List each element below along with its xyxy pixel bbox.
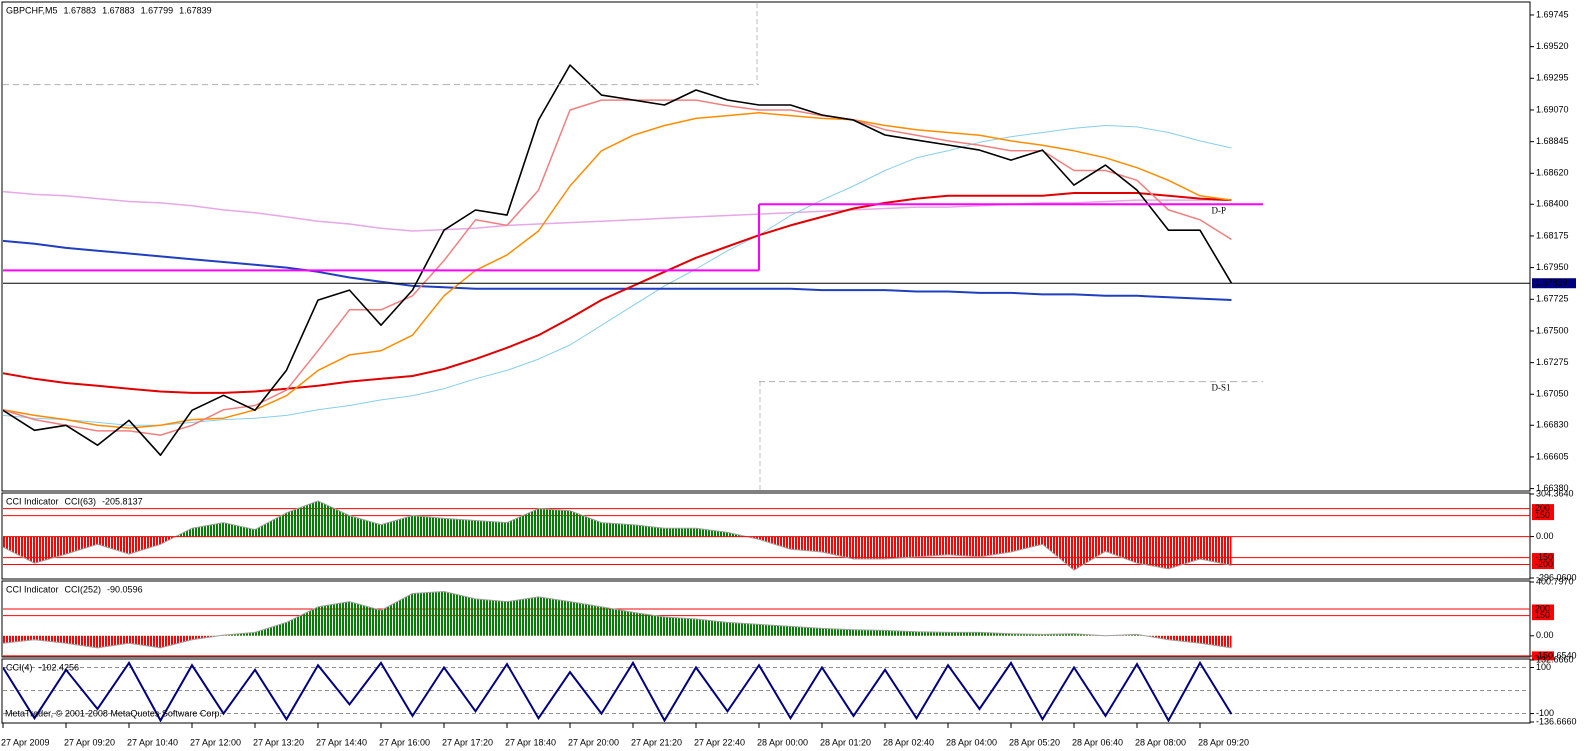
y-tick-label: 1.68400 bbox=[1536, 199, 1569, 209]
y-tick-label: 1.67725 bbox=[1536, 294, 1569, 304]
indicator-title: CCI Indicator bbox=[6, 584, 59, 594]
x-tick-label: 28 Apr 04:00 bbox=[946, 737, 997, 747]
level-label-box bbox=[1532, 604, 1554, 614]
y-tick-label: 1.66605 bbox=[1536, 451, 1569, 461]
cci252-panel-frame bbox=[1, 580, 1531, 658]
pivot-label: D-P bbox=[1212, 205, 1227, 215]
x-tick-label: 27 Apr 10:40 bbox=[127, 737, 178, 747]
level-label-box bbox=[1532, 611, 1554, 621]
indicator-line bbox=[3, 125, 1232, 426]
y-tick-label: -100 bbox=[1536, 708, 1554, 718]
cci63-panel-frame bbox=[1, 492, 1531, 580]
level-label: 150 bbox=[1535, 610, 1550, 620]
indicator-label: CCI(4) bbox=[6, 662, 33, 672]
x-tick-label: 28 Apr 05:20 bbox=[1009, 737, 1060, 747]
cci-histogram-positive bbox=[175, 500, 747, 537]
x-tick-label: 27 Apr 16:00 bbox=[379, 737, 430, 747]
x-tick-label: 28 Apr 00:00 bbox=[757, 737, 808, 747]
level-label: -200 bbox=[1535, 559, 1553, 569]
y-tick-label: 1.66830 bbox=[1536, 420, 1569, 430]
y-tick-label: -150.6540 bbox=[1536, 650, 1577, 660]
x-tick-label: 28 Apr 02:40 bbox=[883, 737, 934, 747]
y-tick-label: 1.68620 bbox=[1536, 168, 1569, 178]
x-tick-label: 28 Apr 06:40 bbox=[1072, 737, 1123, 747]
y-tick-label: 1.67275 bbox=[1536, 357, 1569, 367]
x-tick-label: 27 Apr 14:40 bbox=[316, 737, 367, 747]
pivot-label: D-S1 bbox=[1212, 383, 1231, 393]
indicator-value: -102.4256 bbox=[39, 662, 80, 672]
cci-outline bbox=[2, 500, 1232, 571]
level-label-box bbox=[1532, 504, 1554, 514]
x-tick-label: 27 Apr 20:00 bbox=[568, 737, 619, 747]
level-label: -150 bbox=[1535, 650, 1553, 660]
footer-copyright: MetaTrader, © 2001-2008 MetaQuotes Softw… bbox=[5, 708, 222, 718]
y-tick-label: 1.67500 bbox=[1536, 325, 1569, 335]
y-tick-label: 1.68845 bbox=[1536, 136, 1569, 146]
y-tick-label: 304.3640 bbox=[1536, 488, 1574, 498]
indicator-line bbox=[3, 239, 1232, 301]
indicator-line bbox=[3, 112, 1232, 429]
level-label: 200 bbox=[1535, 503, 1550, 513]
cci-line bbox=[3, 660, 1233, 722]
level-label: 200 bbox=[1535, 603, 1550, 613]
ohlc-value: 1.67839 bbox=[179, 5, 212, 15]
level-label-box bbox=[1532, 511, 1554, 521]
level-label: 150 bbox=[1535, 510, 1550, 520]
x-tick-label: 27 Apr 2009 bbox=[1, 737, 50, 747]
y-tick-label: 1.69520 bbox=[1536, 41, 1569, 51]
indicator-value: -90.0596 bbox=[107, 584, 143, 594]
level-label-box bbox=[1532, 560, 1554, 570]
x-tick-label: 27 Apr 21:20 bbox=[631, 737, 682, 747]
x-tick-label: 27 Apr 18:40 bbox=[505, 737, 556, 747]
x-tick-label: 27 Apr 09:20 bbox=[64, 737, 115, 747]
y-tick-label: -296.0600 bbox=[1536, 572, 1577, 582]
series-group bbox=[3, 64, 1263, 456]
level-label-box bbox=[1532, 651, 1554, 661]
cci-outline bbox=[2, 590, 1232, 649]
y-tick-label: 1.68175 bbox=[1536, 230, 1569, 240]
x-tick-label: 28 Apr 09:20 bbox=[1198, 737, 1249, 747]
current-price-label: 1.67839 bbox=[1535, 278, 1568, 288]
y-tick-label: 1.69070 bbox=[1536, 104, 1569, 114]
y-tick-label: 1.69295 bbox=[1536, 73, 1569, 83]
y-tick-label: 1.67950 bbox=[1536, 262, 1569, 272]
indicator-line bbox=[3, 99, 1232, 436]
x-tick-label: 27 Apr 13:20 bbox=[253, 737, 304, 747]
indicator-line bbox=[3, 64, 1233, 456]
indicator-line bbox=[3, 192, 1232, 394]
y-tick-label: 132.6660 bbox=[1536, 654, 1574, 664]
y-tick-label: 0.00 bbox=[1536, 531, 1554, 541]
x-tick-label: 28 Apr 01:20 bbox=[820, 737, 871, 747]
cci-histogram-positive bbox=[218, 591, 1146, 636]
x-tick-label: 28 Apr 08:00 bbox=[1135, 737, 1186, 747]
symbol-title: GBPCHF,M5 bbox=[6, 5, 58, 15]
indicator-label: CCI(63) bbox=[65, 496, 97, 506]
ohlc-value: 1.67883 bbox=[102, 5, 135, 15]
y-tick-label: 400.7970 bbox=[1536, 576, 1574, 586]
x-tick-label: 27 Apr 12:00 bbox=[190, 737, 241, 747]
ohlc-value: 1.67883 bbox=[64, 5, 97, 15]
indicator-title: CCI Indicator bbox=[6, 496, 59, 506]
level-label-box bbox=[1532, 553, 1554, 563]
y-tick-label: -136.6660 bbox=[1536, 716, 1577, 726]
y-tick-label: 1.69745 bbox=[1536, 9, 1569, 19]
y-tick-label: 0.00 bbox=[1536, 630, 1554, 640]
ohlc-value: 1.67799 bbox=[141, 5, 174, 15]
main-panel-frame bbox=[1, 1, 1531, 492]
y-tick-label: 100 bbox=[1536, 662, 1551, 672]
cci-histogram-negative bbox=[3, 536, 1232, 571]
x-tick-label: 27 Apr 17:20 bbox=[442, 737, 493, 747]
indicator-label: CCI(252) bbox=[65, 584, 102, 594]
indicator-value: -205.8137 bbox=[102, 496, 143, 506]
level-label: -150 bbox=[1535, 552, 1553, 562]
series-group bbox=[3, 660, 1233, 722]
x-tick-label: 27 Apr 22:40 bbox=[694, 737, 745, 747]
y-tick-label: 1.66380 bbox=[1536, 483, 1569, 493]
cci-histogram-negative bbox=[3, 635, 1232, 648]
current-price-box bbox=[1532, 278, 1576, 289]
y-tick-label: 1.67050 bbox=[1536, 389, 1569, 399]
